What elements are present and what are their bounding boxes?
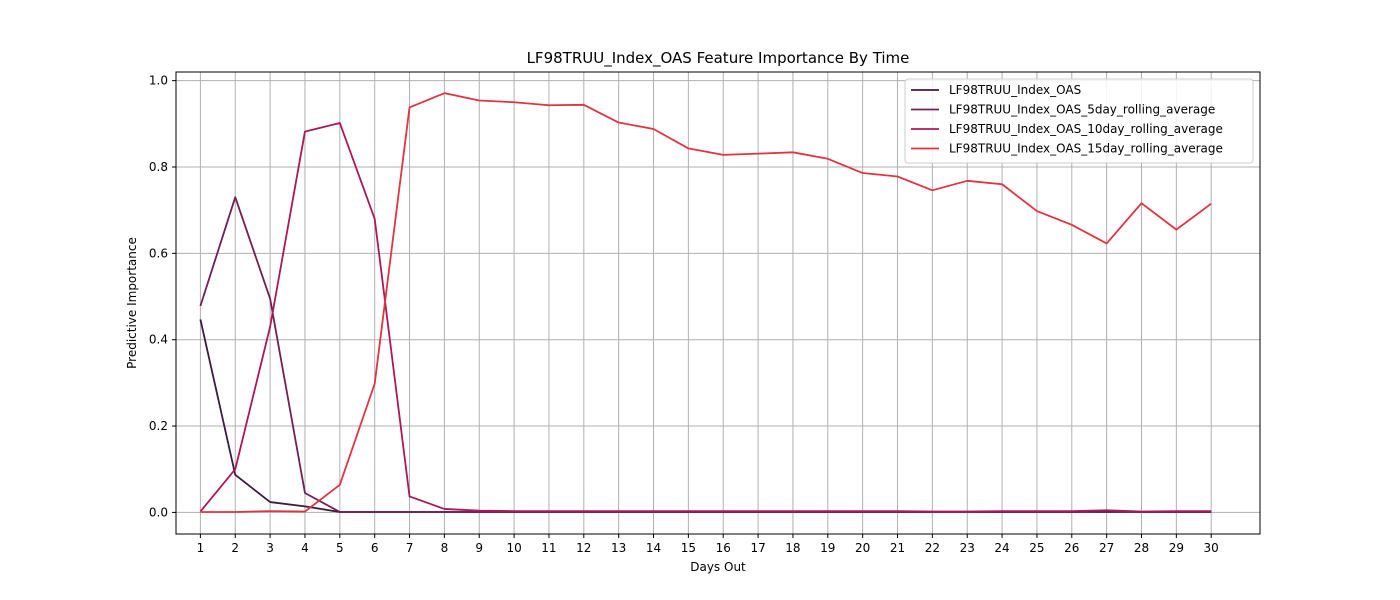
x-tick-label: 27 [1099,541,1114,555]
x-tick-label: 29 [1169,541,1184,555]
y-tick-label: 0.4 [149,333,168,347]
legend-label-4: LF98TRUU_Index_OAS_15day_rolling_average [949,142,1223,156]
y-axis-label: Predictive Importance [125,237,139,369]
chart-title: LF98TRUU_Index_OAS Feature Importance By… [527,49,910,68]
y-tick-label: 1.0 [149,74,168,88]
x-tick-label: 2 [231,541,239,555]
x-tick-label: 15 [681,541,696,555]
x-tick-label: 23 [960,541,975,555]
y-tick-label: 0.6 [149,246,168,260]
y-axis-ticks: 0.0 0.2 0.4 0.6 0.8 1.0 [149,74,176,519]
x-tick-label: 1 [197,541,205,555]
x-tick-label: 25 [1029,541,1044,555]
x-tick-label: 30 [1204,541,1219,555]
plot-frame [175,71,1261,535]
x-axis-ticks: 1 2 3 4 5 6 7 8 9 10 11 12 13 14 15 16 17 18 19 20 21 22 23 24 2… [197,534,1219,555]
legend-box [904,78,1254,164]
y-tick-label: 0.8 [149,160,168,174]
y-tick-label: 0.0 [149,505,168,519]
legend-label-1: LF98TRUU_Index_OAS [949,83,1081,97]
x-tick-label: 18 [785,541,800,555]
legend-label-3: LF98TRUU_Index_OAS_10day_rolling_average [949,122,1223,136]
x-tick-label: 5 [336,541,344,555]
x-tick-label: 4 [301,541,309,555]
x-tick-label: 16 [716,541,731,555]
x-tick-label: 12 [576,541,591,555]
x-tick-label: 21 [890,541,905,555]
series-lines [199,92,1212,513]
x-tick-label: 22 [925,541,940,555]
x-tick-label: 28 [1134,541,1149,555]
y-tick-label: 0.2 [149,419,168,433]
x-tick-label: 24 [994,541,1009,555]
x-tick-label: 10 [506,541,521,555]
x-tick-label: 9 [475,541,483,555]
legend-label-2: LF98TRUU_Index_OAS_5day_rolling_average [949,103,1215,117]
legend: LF98TRUU_Index_OAS LF98TRUU_Index_OAS_5da… [904,78,1254,164]
x-tick-label: 7 [406,541,414,555]
x-tick-label: 17 [750,541,765,555]
x-tick-label: 13 [611,541,626,555]
x-tick-label: 6 [371,541,379,555]
x-tick-label: 14 [646,541,661,555]
x-tick-label: 20 [855,541,870,555]
x-tick-label: 3 [266,541,274,555]
series-line-4 [200,92,1212,513]
x-tick-label: 11 [541,541,556,555]
x-tick-label: 26 [1064,541,1079,555]
series-line-3 [199,122,1212,513]
x-tick-label: 19 [820,541,835,555]
x-tick-label: 8 [441,541,449,555]
x-axis-label: Days Out [690,560,746,574]
